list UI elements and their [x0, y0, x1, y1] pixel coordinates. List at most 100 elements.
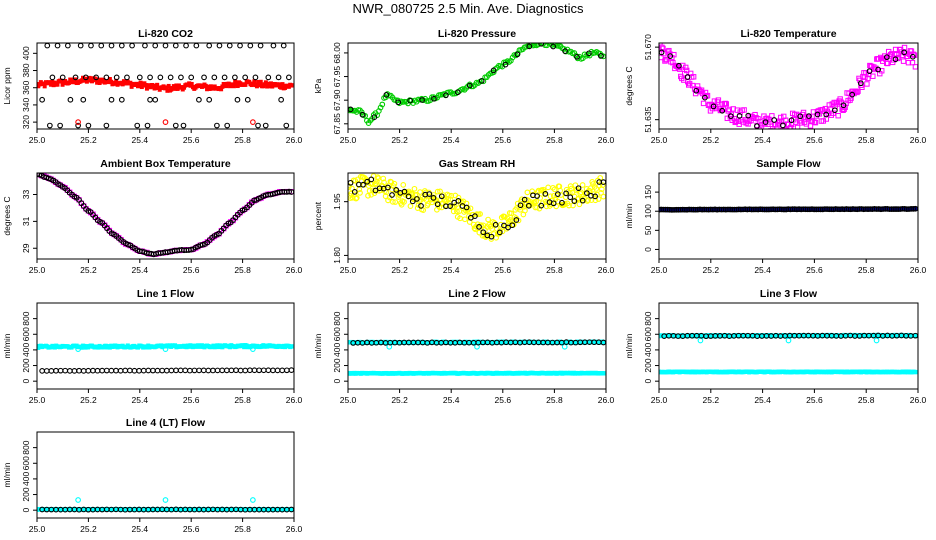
data-point: [467, 205, 474, 212]
data-point: [592, 197, 599, 204]
data-point: [545, 184, 552, 191]
y-tick-label: 600: [332, 327, 342, 341]
data-point: [485, 216, 491, 223]
x-tick-label: 25.6: [806, 135, 823, 145]
series-rh-samples: [348, 176, 606, 240]
data-point: [77, 43, 84, 49]
data-point: [855, 88, 861, 94]
data-point: [480, 229, 487, 236]
data-point: [559, 199, 565, 206]
y-tick-label: 68.00: [332, 42, 342, 64]
data-point: [267, 83, 272, 89]
data-point: [454, 208, 460, 215]
chart-plot-area: [348, 173, 606, 242]
y-tick-label: 600: [21, 456, 31, 470]
data-point: [81, 75, 86, 81]
y-tick-label: 360: [21, 80, 31, 94]
data-point: [911, 52, 918, 58]
data-point: [232, 74, 238, 81]
data-point: [85, 122, 92, 129]
data-point: [79, 78, 84, 83]
y-tick-label: 67.95: [332, 66, 342, 88]
data-point: [395, 99, 402, 106]
data-point: [463, 204, 470, 211]
data-point: [288, 367, 294, 373]
x-tick-label: 25.2: [391, 395, 408, 405]
data-point: [152, 86, 157, 91]
series-line3-black: [661, 332, 918, 340]
data-point: [279, 367, 286, 374]
data-point: [85, 367, 92, 374]
series-line1-cyan-dips: [75, 346, 256, 352]
data-point: [600, 193, 606, 200]
data-point: [163, 367, 170, 374]
data-point: [72, 74, 79, 81]
data-point: [385, 184, 391, 191]
data-point: [216, 43, 223, 49]
chart-plot-area: [659, 43, 918, 129]
data-point: [152, 43, 159, 49]
data-point: [787, 124, 794, 129]
x-tick-label: 25.6: [183, 395, 200, 405]
data-point: [162, 497, 169, 503]
chart-plot-area: [37, 497, 294, 513]
data-point: [365, 192, 371, 199]
data-point: [417, 189, 423, 195]
data-point: [131, 367, 138, 374]
data-point: [54, 43, 61, 49]
data-point: [700, 100, 707, 107]
data-point: [164, 85, 169, 90]
x-tick-label: 26.0: [910, 265, 927, 275]
data-point: [120, 81, 125, 87]
chart-plot-area: [37, 173, 294, 258]
data-point: [210, 367, 216, 374]
series-pressure-samples: [348, 43, 604, 121]
data-point: [514, 51, 521, 58]
data-point: [242, 367, 249, 374]
data-point: [203, 83, 208, 89]
data-point: [583, 190, 590, 196]
data-point: [280, 43, 287, 49]
data-point: [466, 82, 473, 89]
data-point: [418, 203, 424, 209]
data-point: [371, 114, 378, 121]
data-point: [283, 122, 290, 129]
data-point: [219, 367, 226, 374]
data-point: [250, 497, 256, 503]
data-point: [233, 79, 238, 85]
data-point: [677, 66, 683, 72]
data-point: [830, 110, 836, 116]
data-point: [39, 368, 45, 374]
data-point: [840, 102, 847, 109]
data-point: [67, 96, 74, 103]
data-point: [353, 195, 359, 202]
data-point: [550, 184, 556, 191]
data-point: [144, 86, 149, 91]
data-point: [206, 96, 213, 103]
data-point: [138, 80, 143, 86]
data-point: [909, 59, 916, 66]
data-point: [702, 94, 708, 101]
y-axis-label: Licor ppm: [2, 67, 12, 104]
y-tick-label: 800: [643, 311, 653, 325]
series-licor-temp-samples: [659, 49, 916, 129]
x-tick-label: 25.6: [806, 265, 823, 275]
data-point: [372, 187, 379, 194]
data-point: [159, 367, 166, 374]
data-point: [124, 74, 130, 81]
data-point: [461, 209, 467, 215]
data-point: [910, 206, 917, 212]
plot-frame: [36, 431, 295, 519]
data-point: [579, 182, 586, 188]
data-point: [108, 43, 115, 49]
data-point: [250, 346, 256, 352]
data-point: [75, 122, 81, 129]
y-tick-label: 0: [332, 379, 342, 384]
chart-plot-area: [348, 339, 606, 376]
chart-plot-area: [37, 343, 294, 374]
data-point: [274, 367, 281, 374]
data-point: [256, 367, 262, 374]
data-point: [214, 367, 221, 374]
data-point: [735, 118, 741, 125]
data-point: [913, 333, 918, 339]
